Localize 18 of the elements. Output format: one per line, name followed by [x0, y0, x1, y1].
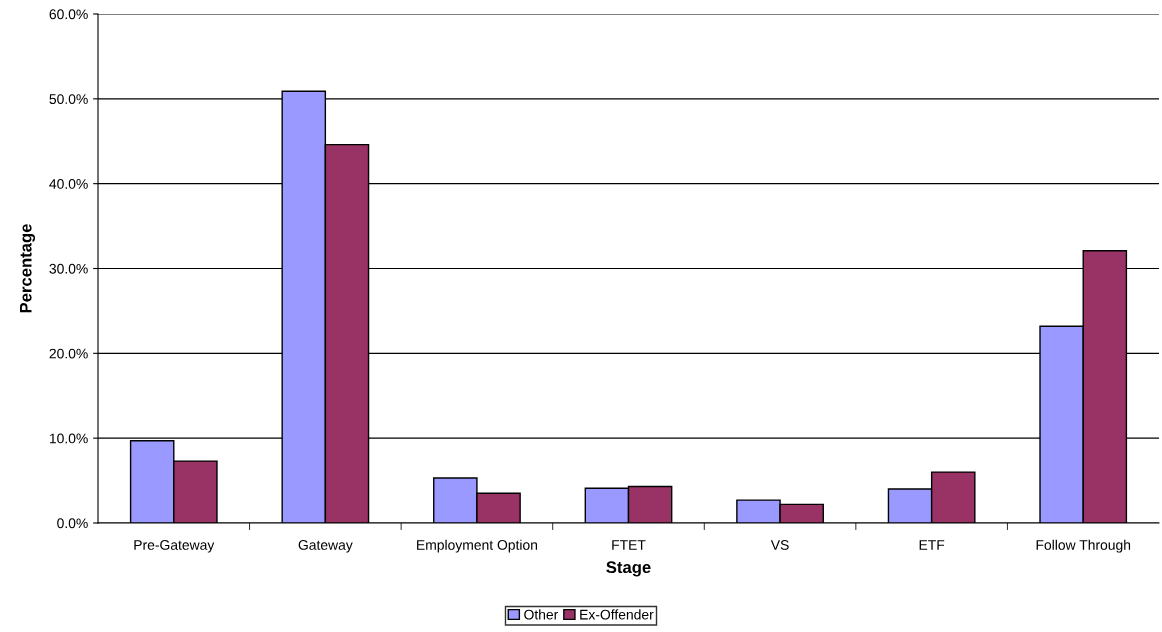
y-tick-label: 40.0%	[49, 179, 88, 189]
x-tick-label: Gateway	[298, 540, 353, 553]
x-axis-title: Stage	[606, 561, 651, 577]
legend-label: Other	[524, 609, 559, 620]
y-tick-label: 60.0%	[49, 9, 88, 20]
legend-label: Ex-Offender	[580, 609, 654, 620]
y-tick-label: 10.0%	[49, 433, 88, 444]
x-tick-label: ETF	[919, 540, 945, 550]
y-tick-label: 50.0%	[49, 94, 88, 104]
x-tick-label: FTET	[612, 540, 646, 550]
y-tick-label: 30.0%	[49, 263, 88, 274]
x-tick-label: Follow Through	[1036, 539, 1131, 553]
x-tick-label: VS	[770, 540, 789, 550]
x-tick-label: Pre-Gateway	[134, 540, 215, 553]
y-tick-label: 20.0%	[49, 348, 88, 359]
y-tick-label: 0.0%	[57, 518, 88, 529]
y-axis-title: Percentage	[20, 224, 36, 313]
x-tick-label: Employment Option	[417, 539, 538, 553]
